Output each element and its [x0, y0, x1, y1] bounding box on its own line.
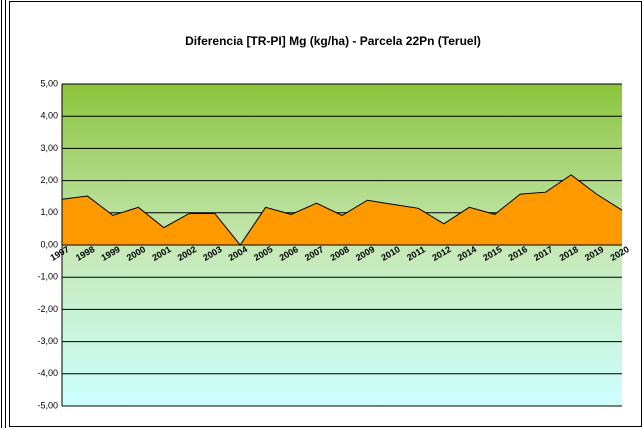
- area-outline: [61, 174, 623, 246]
- y-tick-label: 0,00: [40, 239, 58, 249]
- chart-title: Diferencia [TR-PI] Mg (kg/ha) - Parcela …: [185, 34, 481, 48]
- y-tick-label: 3,00: [40, 143, 58, 153]
- area: [62, 174, 622, 245]
- y-tick-label: 2,00: [40, 175, 58, 185]
- y-tick-label: -3,00: [37, 336, 58, 346]
- y-tick-label: 5,00: [40, 78, 58, 88]
- y-tick-label: -2,00: [37, 304, 58, 314]
- y-tick-label: -1,00: [37, 272, 58, 282]
- y-tick-label: -5,00: [37, 400, 58, 410]
- y-tick-label: -4,00: [37, 368, 58, 378]
- y-tick-label: 1,00: [40, 207, 58, 217]
- y-tick-label: 4,00: [40, 111, 58, 121]
